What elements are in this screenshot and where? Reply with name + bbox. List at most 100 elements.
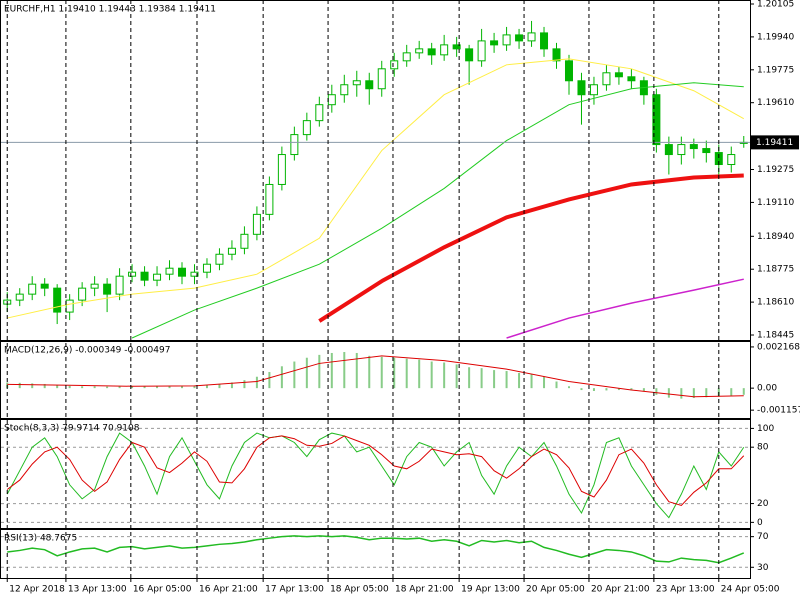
x-tick-label: 16 Apr 21:00 bbox=[199, 585, 258, 595]
candle-body bbox=[727, 154, 736, 166]
candle-body bbox=[178, 267, 187, 277]
candle-body bbox=[153, 273, 162, 281]
indicator-line bbox=[7, 355, 744, 398]
y-tick-label: 70 bbox=[757, 532, 769, 542]
candle-body bbox=[502, 34, 511, 46]
x-tick-label: 18 Apr 05:00 bbox=[330, 585, 389, 595]
x-tick-label: 16 Apr 05:00 bbox=[133, 585, 192, 595]
histogram-bar bbox=[255, 376, 258, 389]
histogram-bar bbox=[205, 385, 208, 389]
indicator-line bbox=[6, 435, 745, 507]
candle-body bbox=[415, 48, 424, 54]
histogram-bar bbox=[118, 386, 121, 389]
histogram-bar bbox=[355, 352, 358, 389]
histogram-bar bbox=[18, 382, 21, 389]
panel-title: RSI(13) 48.7675 bbox=[4, 534, 77, 544]
panel-title: MACD(12,26,9) -0.000349 -0.000497 bbox=[4, 346, 170, 356]
candle-body bbox=[564, 60, 573, 82]
histogram-bar bbox=[617, 388, 620, 391]
y-tick-label: 1.18445 bbox=[757, 331, 794, 341]
histogram-bar bbox=[218, 383, 221, 389]
x-tick-label: 20 Apr 05:00 bbox=[526, 585, 585, 595]
y-tick-label: 30 bbox=[757, 563, 769, 573]
panel-frame bbox=[0, 419, 751, 529]
y-tick-label: 1.19275 bbox=[757, 165, 794, 175]
candle-body bbox=[365, 80, 374, 90]
candle-body bbox=[689, 144, 698, 150]
histogram-bar bbox=[81, 386, 84, 389]
indicator-line bbox=[7, 58, 745, 319]
histogram-bar bbox=[168, 385, 171, 389]
histogram-bar bbox=[705, 388, 708, 398]
y-tick-label: 1.18940 bbox=[757, 232, 794, 242]
candle-body bbox=[527, 32, 536, 42]
y-tick-label: 1.19775 bbox=[757, 65, 794, 75]
candle-body bbox=[627, 76, 636, 82]
candle-body bbox=[577, 80, 586, 96]
histogram-bar bbox=[31, 383, 34, 389]
indicator-line bbox=[506, 278, 744, 339]
candle-body bbox=[589, 84, 598, 96]
histogram-bar bbox=[505, 371, 508, 389]
candle-body bbox=[40, 283, 49, 289]
x-tick-label: 17 Apr 13:00 bbox=[265, 585, 324, 595]
histogram-bar bbox=[230, 382, 233, 389]
candle-body bbox=[652, 94, 661, 146]
candle-body bbox=[515, 34, 524, 42]
indicator-line bbox=[318, 173, 744, 323]
panel-frame bbox=[0, 341, 751, 419]
histogram-bar bbox=[692, 388, 695, 399]
y-tick-label: 20 bbox=[757, 499, 769, 509]
candle-body bbox=[427, 48, 436, 56]
candle-body bbox=[202, 263, 211, 273]
candle-body bbox=[452, 44, 461, 50]
current-price-label: 1.19411 bbox=[756, 138, 793, 148]
candle-body bbox=[540, 32, 549, 50]
panel-title: EURCHF,H1 1.19410 1.19443 1.19384 1.1941… bbox=[4, 5, 216, 15]
candle-body bbox=[215, 253, 224, 265]
histogram-bar bbox=[330, 352, 333, 389]
y-tick-label: 0.00 bbox=[757, 384, 777, 394]
panel-frame bbox=[0, 0, 751, 341]
indicator-line bbox=[131, 82, 744, 339]
histogram-bar bbox=[418, 359, 421, 389]
histogram-bar bbox=[642, 388, 645, 392]
candle-body bbox=[103, 283, 112, 295]
histogram-bar bbox=[43, 383, 46, 389]
histogram-bar bbox=[468, 367, 471, 389]
histogram-bar bbox=[380, 356, 383, 389]
histogram-bar bbox=[193, 385, 196, 389]
indicator-line bbox=[6, 432, 745, 519]
y-tick-label: 80 bbox=[757, 443, 769, 453]
y-tick-label: 1.20105 bbox=[757, 0, 794, 9]
candle-body bbox=[390, 60, 399, 70]
candle-body bbox=[302, 120, 311, 136]
candle-body bbox=[677, 144, 686, 156]
candle-body bbox=[115, 275, 124, 295]
candle-body bbox=[315, 104, 324, 122]
x-tick-label: 12 Apr 2018 bbox=[9, 585, 65, 595]
candle-body bbox=[190, 271, 199, 277]
histogram-bar bbox=[430, 361, 433, 389]
histogram-bar bbox=[293, 361, 296, 389]
candle-body bbox=[165, 267, 174, 275]
histogram-bar bbox=[455, 364, 458, 389]
histogram-bar bbox=[243, 380, 246, 389]
histogram-bar bbox=[580, 388, 583, 391]
candle-body bbox=[128, 271, 137, 277]
candle-body bbox=[614, 72, 623, 78]
candle-body bbox=[252, 213, 261, 235]
candle-body bbox=[90, 283, 99, 289]
candle-body bbox=[440, 44, 449, 56]
candle-body bbox=[702, 148, 711, 154]
y-tick-label: 1.19940 bbox=[757, 32, 794, 42]
candle-body bbox=[277, 154, 286, 185]
histogram-bar bbox=[131, 385, 134, 389]
y-tick-label: 1.19110 bbox=[757, 198, 794, 208]
histogram-bar bbox=[106, 386, 109, 389]
candle-body bbox=[65, 299, 74, 313]
histogram-bar bbox=[393, 357, 396, 389]
candle-body bbox=[340, 84, 349, 96]
